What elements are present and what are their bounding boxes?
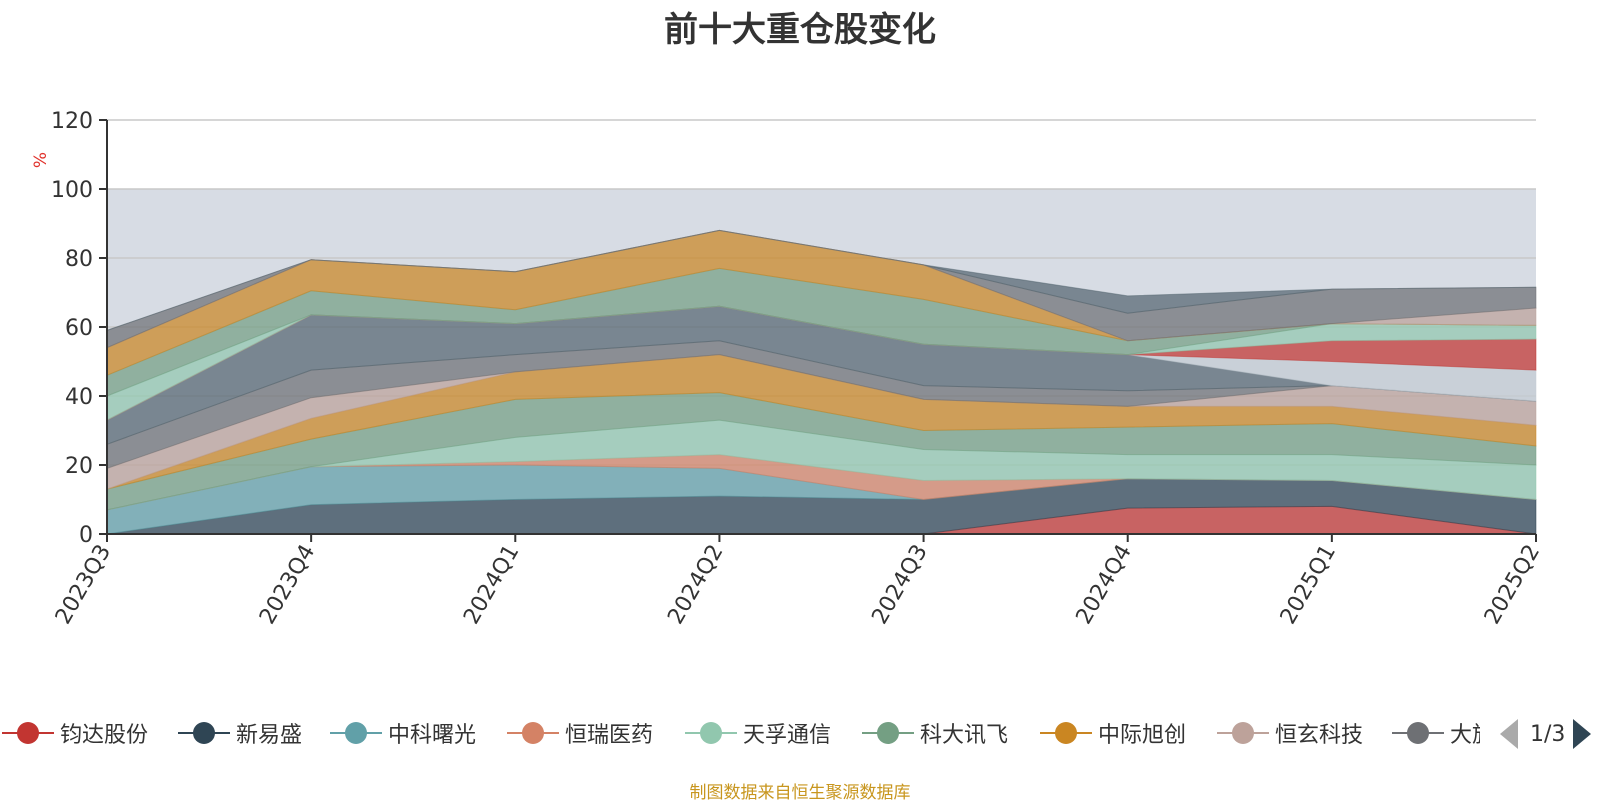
- legend-label: 天孚通信: [743, 723, 832, 748]
- legend-label: 科大讯飞: [920, 723, 1009, 748]
- legend-marker-icon: [507, 718, 559, 748]
- pager-text: 1/3: [1530, 721, 1566, 747]
- legend-marker-icon: [330, 718, 382, 748]
- legend-item[interactable]: 中科曙光: [330, 713, 476, 753]
- source-note: 制图数据来自恒生聚源数据库: [689, 783, 911, 803]
- x-tick-label: 2024Q4: [1072, 541, 1137, 629]
- y-tick-label: 0: [79, 523, 93, 548]
- y-tick-label: 40: [65, 385, 93, 410]
- legend-marker-icon: [1040, 718, 1092, 748]
- chart-title: 前十大重仓股变化: [664, 10, 936, 50]
- legend-item[interactable]: 钧达股份: [2, 713, 148, 753]
- legend-item[interactable]: 恒瑞医药: [507, 713, 653, 753]
- legend-label: 中际旭创: [1098, 723, 1187, 748]
- pager-prev-icon[interactable]: [1500, 719, 1518, 749]
- y-tick-label: 120: [51, 109, 93, 134]
- legend-pager: 1/3: [1500, 716, 1592, 752]
- y-axis-unit: %: [31, 152, 51, 168]
- legend: 钧达股份 新易盛 中科曙光 恒瑞医药 天孚通信 科大讯飞 中际旭创 恒玄科技 大族激光: [0, 713, 1480, 753]
- legend-marker-icon: [2, 718, 54, 748]
- legend-item[interactable]: 新易盛: [178, 713, 302, 753]
- legend-label: 中科曙光: [388, 723, 477, 748]
- y-tick-label: 20: [65, 454, 93, 479]
- stacked-area-chart: 0 20 40 60 80 100 120% 2023Q3 2023Q4 2024Q1 2024Q2…: [31, 109, 1545, 629]
- legend-marker-icon: [1392, 718, 1444, 748]
- x-tick-label: 2024Q2: [663, 541, 728, 629]
- legend-label: 钧达股份: [60, 723, 149, 748]
- legend-marker-icon: [178, 718, 230, 748]
- x-tick-label: 2025Q1: [1276, 541, 1341, 629]
- legend-label: 大族激光: [1450, 723, 1480, 748]
- x-tick-label: 2023Q3: [51, 541, 116, 629]
- y-tick-label: 100: [51, 178, 93, 203]
- legend-marker-icon: [862, 718, 914, 748]
- legend-item[interactable]: 恒玄科技: [1217, 713, 1363, 753]
- series-area: [106, 229, 1537, 331]
- legend-item[interactable]: 科大讯飞: [862, 713, 1008, 753]
- legend-item[interactable]: 中际旭创: [1040, 713, 1186, 753]
- legend-item[interactable]: 天孚通信: [685, 713, 831, 753]
- legend-label: 新易盛: [236, 723, 303, 748]
- legend-marker-icon: [1217, 718, 1269, 748]
- y-tick-label: 60: [65, 316, 93, 341]
- x-tick-label: 2024Q1: [459, 541, 524, 629]
- x-tick-label: 2023Q4: [255, 541, 320, 629]
- x-tick-label: 2025Q2: [1480, 541, 1545, 629]
- pager-next-icon[interactable]: [1573, 719, 1592, 749]
- y-tick-label: 80: [65, 247, 93, 272]
- legend-item[interactable]: 大族激光: [1392, 713, 1480, 753]
- legend-label: 恒瑞医药: [565, 723, 654, 748]
- legend-label: 恒玄科技: [1275, 723, 1364, 748]
- x-tick-label: 2024Q3: [867, 541, 932, 629]
- legend-marker-icon: [685, 718, 737, 748]
